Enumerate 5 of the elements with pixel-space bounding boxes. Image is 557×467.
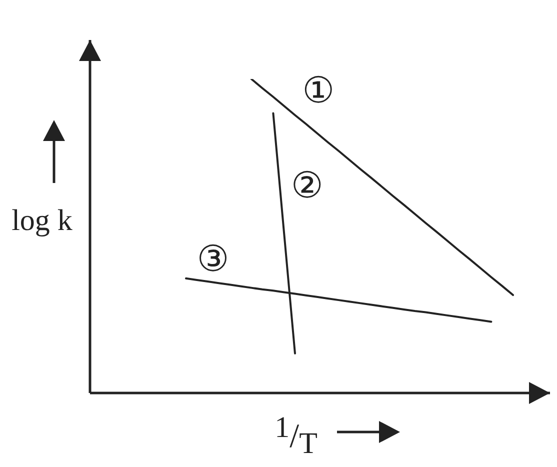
y-axis-title: log k bbox=[12, 204, 72, 237]
series-label: ① bbox=[302, 70, 335, 112]
x-axis-title: $^{1}$/$_{T}$ bbox=[274, 410, 318, 460]
series-label: ② bbox=[291, 166, 324, 207]
series-label: ③ bbox=[196, 238, 230, 280]
